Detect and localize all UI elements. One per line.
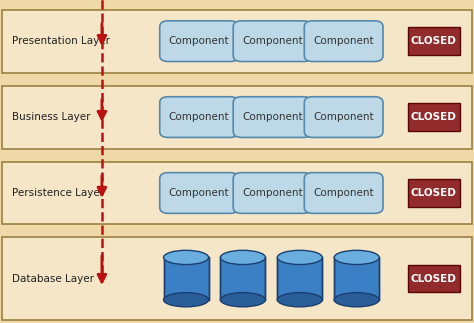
FancyBboxPatch shape bbox=[2, 10, 472, 73]
FancyBboxPatch shape bbox=[408, 179, 460, 207]
Text: CLOSED: CLOSED bbox=[411, 112, 456, 122]
Text: CLOSED: CLOSED bbox=[411, 188, 456, 198]
Text: Database Layer: Database Layer bbox=[12, 274, 94, 284]
FancyBboxPatch shape bbox=[408, 265, 460, 292]
Ellipse shape bbox=[334, 293, 379, 307]
Text: Component: Component bbox=[169, 188, 229, 198]
Text: Component: Component bbox=[242, 36, 303, 46]
FancyBboxPatch shape bbox=[160, 21, 238, 61]
Text: CLOSED: CLOSED bbox=[411, 274, 456, 284]
FancyBboxPatch shape bbox=[220, 257, 265, 300]
Text: Persistence Layer: Persistence Layer bbox=[12, 188, 104, 198]
FancyBboxPatch shape bbox=[304, 172, 383, 214]
Text: Presentation Layer: Presentation Layer bbox=[12, 36, 110, 46]
Ellipse shape bbox=[164, 250, 209, 265]
FancyBboxPatch shape bbox=[408, 27, 460, 55]
FancyBboxPatch shape bbox=[277, 257, 322, 300]
Ellipse shape bbox=[277, 250, 322, 265]
Text: CLOSED: CLOSED bbox=[411, 36, 456, 46]
Text: Component: Component bbox=[313, 112, 374, 122]
FancyBboxPatch shape bbox=[160, 97, 238, 138]
FancyBboxPatch shape bbox=[160, 172, 238, 214]
Text: Component: Component bbox=[242, 188, 303, 198]
FancyBboxPatch shape bbox=[304, 97, 383, 138]
Text: Component: Component bbox=[313, 188, 374, 198]
FancyBboxPatch shape bbox=[2, 162, 472, 224]
FancyBboxPatch shape bbox=[2, 86, 472, 149]
FancyBboxPatch shape bbox=[334, 257, 379, 300]
FancyBboxPatch shape bbox=[164, 257, 209, 300]
Ellipse shape bbox=[164, 293, 209, 307]
Ellipse shape bbox=[334, 250, 379, 265]
Ellipse shape bbox=[277, 293, 322, 307]
Ellipse shape bbox=[220, 250, 265, 265]
FancyBboxPatch shape bbox=[304, 21, 383, 61]
FancyBboxPatch shape bbox=[2, 237, 472, 320]
Text: Component: Component bbox=[242, 112, 303, 122]
FancyBboxPatch shape bbox=[233, 172, 312, 214]
FancyBboxPatch shape bbox=[408, 103, 460, 131]
FancyBboxPatch shape bbox=[233, 97, 312, 138]
Text: Component: Component bbox=[169, 112, 229, 122]
Text: Component: Component bbox=[313, 36, 374, 46]
Ellipse shape bbox=[220, 293, 265, 307]
Text: Component: Component bbox=[169, 36, 229, 46]
FancyBboxPatch shape bbox=[233, 21, 312, 61]
Text: Business Layer: Business Layer bbox=[12, 112, 91, 122]
